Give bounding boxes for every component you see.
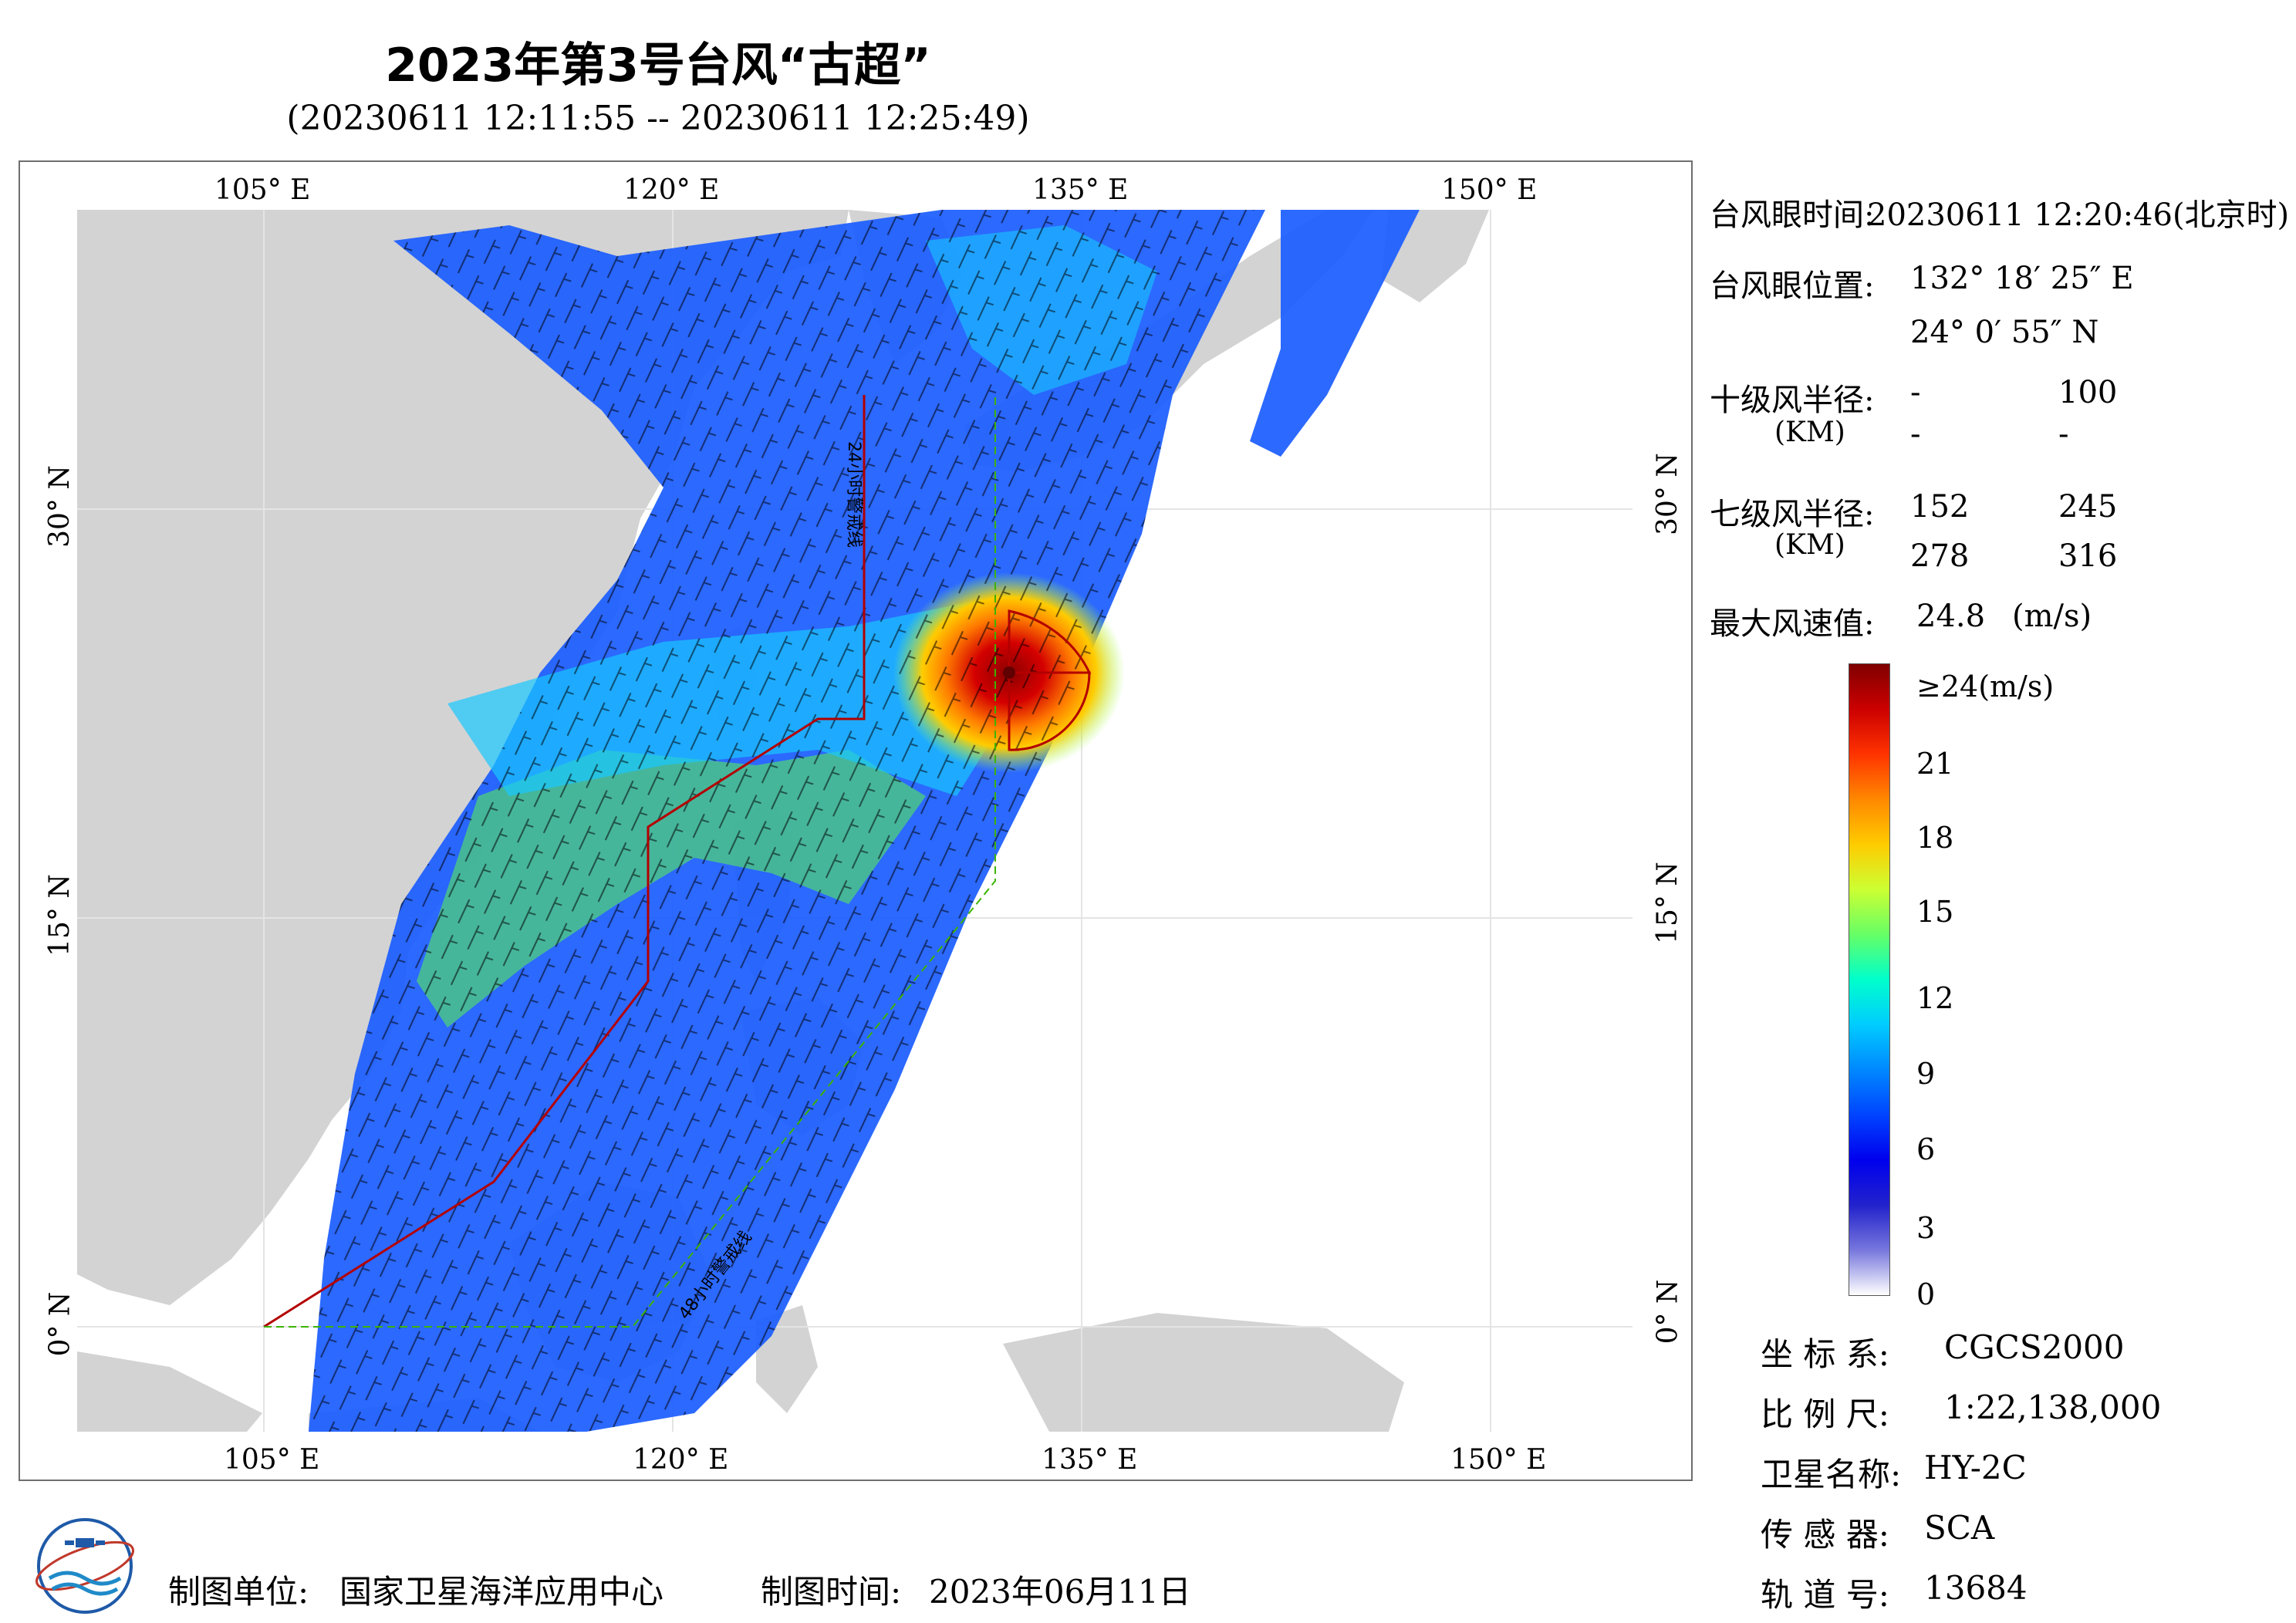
max-wind-label: 最大风速值: [1710, 606, 1875, 642]
r7-value-sw: 278 [1910, 538, 1970, 574]
warning-24h-label: 24小时警戒线 [844, 441, 863, 548]
eye-longitude: 132° 18′ 25″ E [1910, 261, 2134, 296]
typhoon-eye-marker [1003, 666, 1015, 679]
map-frame [19, 160, 1693, 1481]
lat-label-left-30: 30° N [43, 465, 76, 548]
production-date-label: 制图时间: [761, 1573, 902, 1611]
r7-value-nw: 316 [2058, 538, 2118, 574]
lat-label-left-15: 15° N [43, 874, 76, 957]
orbit-value: 13684 [1924, 1569, 2028, 1607]
producer-label: 制图单位: [168, 1573, 309, 1611]
eye-time-value: 20230611 12:20:46(北京时) [1867, 197, 2290, 233]
r7-label: 七级风半径: [1710, 497, 1875, 532]
r7-value-ne: 152 [1910, 489, 1970, 525]
lat-label-right-0: 0° N [1652, 1279, 1684, 1345]
land-sumatra [77, 1351, 262, 1432]
eye-position-label: 台风眼位置: [1710, 268, 1875, 304]
r10-label: 十级风半径: [1710, 383, 1875, 418]
lat-label-right-15: 15° N [1651, 862, 1683, 944]
time-range-subtitle: (20230611 12:11:55 -- 20230611 12:25:49) [286, 99, 1030, 138]
legend-label-21: 21 [1916, 747, 1954, 781]
legend-label-15: 15 [1916, 895, 1954, 929]
legend-label-24: ≥24(m/s) [1916, 670, 2055, 704]
legend-label-0: 0 [1916, 1277, 1936, 1311]
eye-latitude: 24° 0′ 55″ N [1910, 315, 2099, 350]
nsoas-logo-icon [35, 1518, 134, 1614]
lat-label-right-30: 30° N [1651, 453, 1683, 535]
warning-line-24h [263, 395, 866, 1328]
sensor-label: 传 感 器: [1761, 1516, 1889, 1554]
lon-label-bottom-105: 105° E [224, 1444, 320, 1476]
legend-label-3: 3 [1916, 1211, 1936, 1245]
satellite-value: HY-2C [1924, 1449, 2027, 1486]
map-title: 2023年第3号台风“古超” [385, 39, 931, 93]
r10-value-ne: - [1910, 375, 1921, 410]
lon-label-top-120: 120° E [623, 174, 720, 206]
satellite-label: 卫星名称: [1761, 1456, 1902, 1493]
lon-label-bottom-120: 120° E [633, 1444, 729, 1476]
max-wind-unit: (m/s) [2012, 599, 2092, 634]
land-new-guinea [1003, 1313, 1404, 1432]
wind-speed-colorbar [1849, 663, 1890, 1296]
production-date-value: 2023年06月11日 [929, 1573, 1191, 1611]
lon-label-bottom-135: 135° E [1042, 1444, 1138, 1476]
r10-unit: (KM) [1774, 417, 1845, 448]
warning-line-48h [264, 395, 996, 1328]
wind-field-map: 24小时警戒线 48小时警戒线 [77, 210, 1633, 1432]
crs-value: CGCS2000 [1944, 1328, 2125, 1366]
legend-label-9: 9 [1916, 1057, 1936, 1091]
orbit-label: 轨 道 号: [1761, 1576, 1889, 1614]
sensor-value: SCA [1924, 1509, 1995, 1547]
max-wind-value: 24.8 [1916, 599, 1986, 634]
r10-value-sw: - [1910, 417, 1921, 452]
lon-label-top-150: 150° E [1441, 174, 1538, 206]
lon-label-top-135: 135° E [1032, 174, 1129, 206]
producer-value: 国家卫星海洋应用中心 [339, 1573, 664, 1611]
wind-radius-10-arc [1008, 671, 1091, 751]
lon-label-bottom-150: 150° E [1450, 1444, 1547, 1476]
crs-label: 坐 标 系: [1761, 1335, 1889, 1373]
r7-value-se: 245 [2058, 489, 2118, 525]
lat-label-left-0: 0° N [44, 1291, 76, 1357]
scale-value: 1:22,138,000 [1944, 1388, 2162, 1426]
legend-label-18: 18 [1916, 821, 1954, 855]
legend-label-6: 6 [1916, 1132, 1936, 1166]
r10-value-nw: - [2058, 417, 2069, 452]
swath-northeast [1250, 210, 1420, 457]
lon-label-top-105: 105° E [214, 174, 311, 206]
scale-label: 比 例 尺: [1761, 1395, 1889, 1433]
land-indochina [216, 873, 324, 1213]
wind-barbs [309, 210, 1265, 1432]
r7-unit: (KM) [1774, 529, 1845, 561]
eye-time-label: 台风眼时间: [1710, 197, 1875, 233]
r10-value-se: 100 [2058, 375, 2118, 410]
legend-label-12: 12 [1916, 981, 1954, 1015]
